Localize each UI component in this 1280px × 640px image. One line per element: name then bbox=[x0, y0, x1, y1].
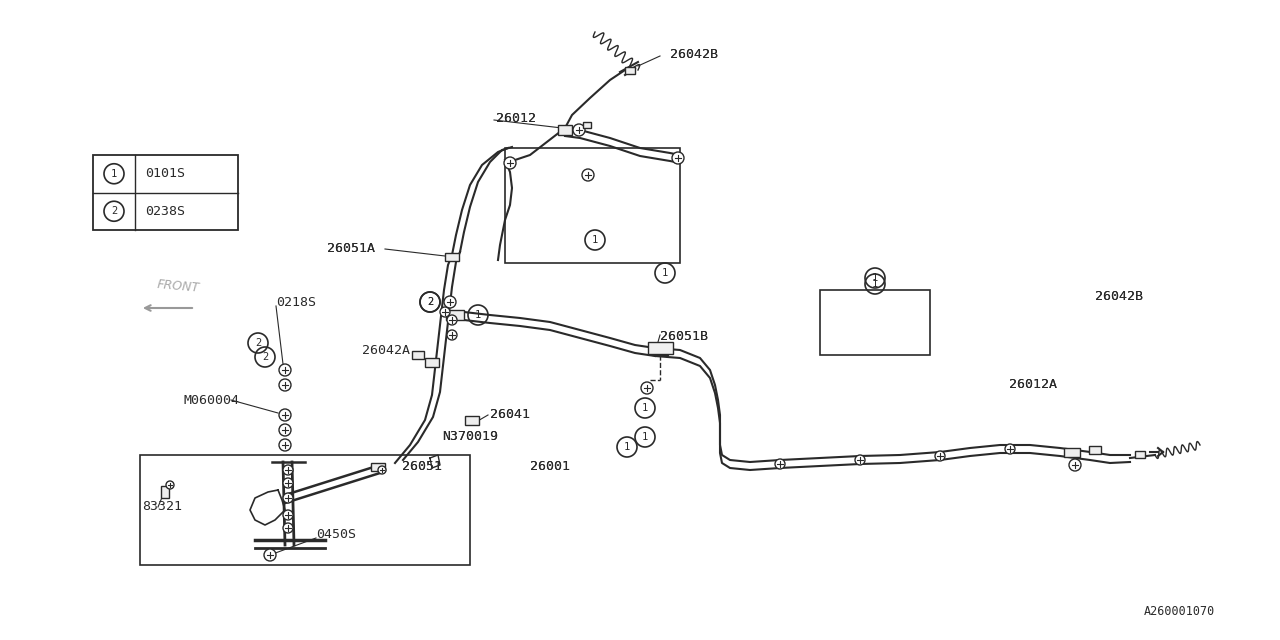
Text: 26051B: 26051B bbox=[660, 330, 708, 342]
Bar bbox=[1064, 447, 1080, 456]
Bar bbox=[1135, 451, 1146, 458]
Text: 26012: 26012 bbox=[497, 111, 536, 125]
Circle shape bbox=[279, 364, 291, 376]
Text: 83321: 83321 bbox=[142, 500, 182, 513]
Text: 26001: 26001 bbox=[530, 460, 570, 472]
Circle shape bbox=[279, 424, 291, 436]
Circle shape bbox=[641, 382, 653, 394]
Bar bbox=[652, 346, 668, 355]
Circle shape bbox=[283, 510, 293, 520]
Circle shape bbox=[279, 379, 291, 391]
Circle shape bbox=[283, 478, 293, 488]
Bar bbox=[558, 125, 572, 135]
Text: 26012A: 26012A bbox=[1009, 378, 1057, 392]
Bar bbox=[412, 351, 424, 359]
Circle shape bbox=[283, 465, 293, 475]
Text: 1: 1 bbox=[111, 169, 118, 179]
Bar bbox=[465, 415, 479, 424]
Text: 1: 1 bbox=[641, 403, 648, 413]
Text: 26042B: 26042B bbox=[1094, 289, 1143, 303]
Text: 2: 2 bbox=[255, 338, 261, 348]
Text: 26051: 26051 bbox=[402, 460, 442, 472]
Circle shape bbox=[283, 523, 293, 533]
Bar bbox=[425, 358, 439, 367]
Bar bbox=[1089, 446, 1101, 454]
Text: 1: 1 bbox=[662, 268, 668, 278]
Circle shape bbox=[283, 493, 293, 503]
Circle shape bbox=[447, 315, 457, 325]
Text: 26042B: 26042B bbox=[669, 47, 718, 61]
Text: 2: 2 bbox=[426, 297, 433, 307]
Circle shape bbox=[440, 307, 451, 317]
Text: 0218S: 0218S bbox=[276, 296, 316, 310]
Bar bbox=[445, 310, 465, 320]
Bar bbox=[371, 463, 385, 471]
Text: 1: 1 bbox=[623, 442, 630, 452]
Circle shape bbox=[672, 152, 684, 164]
Text: N370019: N370019 bbox=[442, 431, 498, 444]
Circle shape bbox=[573, 124, 585, 136]
Text: N370019: N370019 bbox=[442, 431, 498, 444]
Bar bbox=[93, 155, 238, 230]
Bar bbox=[625, 67, 635, 74]
Text: 26012: 26012 bbox=[497, 111, 536, 125]
Text: FRONT: FRONT bbox=[156, 278, 200, 295]
Circle shape bbox=[279, 439, 291, 451]
Text: 26041: 26041 bbox=[490, 408, 530, 422]
Bar bbox=[648, 342, 673, 354]
Circle shape bbox=[504, 157, 516, 169]
Text: 1: 1 bbox=[641, 432, 648, 442]
Text: 1: 1 bbox=[475, 310, 481, 320]
Text: 26012A: 26012A bbox=[1009, 378, 1057, 392]
Circle shape bbox=[934, 451, 945, 461]
Text: 2: 2 bbox=[426, 297, 433, 307]
Text: 26042B: 26042B bbox=[1094, 289, 1143, 303]
Text: 26042B: 26042B bbox=[669, 47, 718, 61]
Text: 0101S: 0101S bbox=[145, 167, 186, 180]
Text: 1: 1 bbox=[591, 235, 598, 245]
Text: 26051A: 26051A bbox=[326, 241, 375, 255]
Text: 1: 1 bbox=[872, 273, 878, 283]
Circle shape bbox=[166, 481, 174, 489]
Text: A260001070: A260001070 bbox=[1144, 605, 1215, 618]
Circle shape bbox=[1005, 444, 1015, 454]
Circle shape bbox=[279, 409, 291, 421]
Circle shape bbox=[855, 455, 865, 465]
Bar bbox=[582, 122, 591, 128]
Text: 0450S: 0450S bbox=[316, 529, 356, 541]
Circle shape bbox=[1069, 459, 1082, 471]
Text: M060004: M060004 bbox=[183, 394, 239, 406]
Text: 2: 2 bbox=[262, 352, 268, 362]
Circle shape bbox=[378, 466, 387, 474]
Bar bbox=[140, 455, 470, 565]
Text: 26051: 26051 bbox=[402, 460, 442, 472]
Text: 2: 2 bbox=[111, 206, 118, 216]
Text: 26042A: 26042A bbox=[362, 344, 410, 356]
Circle shape bbox=[264, 549, 276, 561]
Bar bbox=[506, 148, 680, 263]
Bar bbox=[445, 253, 460, 261]
Circle shape bbox=[582, 169, 594, 181]
Bar bbox=[161, 486, 169, 498]
Text: 0238S: 0238S bbox=[145, 205, 186, 218]
Circle shape bbox=[447, 330, 457, 340]
Text: 26001: 26001 bbox=[530, 460, 570, 472]
Text: 26051B: 26051B bbox=[660, 330, 708, 342]
Text: 26051A: 26051A bbox=[326, 241, 375, 255]
Bar bbox=[820, 290, 931, 355]
Text: 26041: 26041 bbox=[490, 408, 530, 422]
Text: 1: 1 bbox=[872, 279, 878, 289]
Circle shape bbox=[774, 459, 785, 469]
Circle shape bbox=[444, 296, 456, 308]
